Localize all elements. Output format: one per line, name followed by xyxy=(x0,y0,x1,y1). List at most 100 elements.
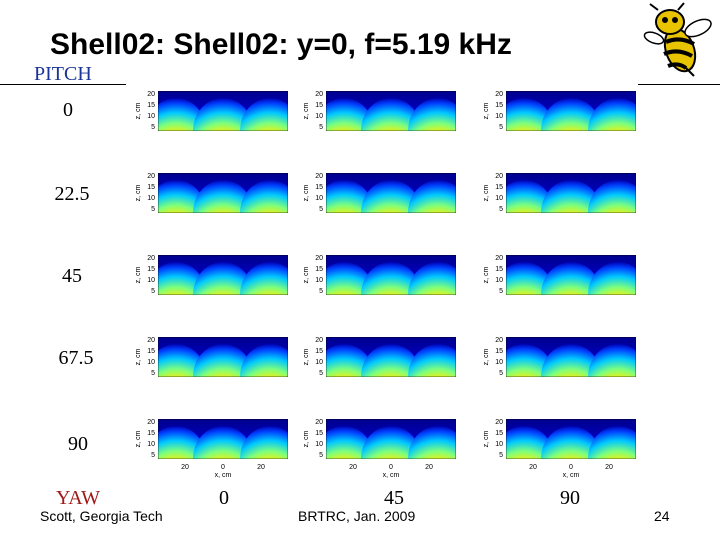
x-tick-label: 0 xyxy=(389,464,393,471)
y-tick-label: 20 xyxy=(315,255,323,262)
x-tick-label: 0 xyxy=(569,464,573,471)
y-tick-label: 5 xyxy=(499,124,503,131)
x-tick-label: 20 xyxy=(349,464,357,471)
y-tick-label: 15 xyxy=(315,266,323,273)
y-tick-label: 5 xyxy=(319,452,323,459)
y-tick-label: 5 xyxy=(151,370,155,377)
heatmap-panel: 20 15 10 5 z, cm 20 0 20 x, cm xyxy=(483,419,636,479)
y-tick-label: 10 xyxy=(315,277,323,284)
y-tick-label: 15 xyxy=(495,184,503,191)
heatmap-panel: 20 15 10 5 z, cm xyxy=(135,337,288,377)
y-tick-label: 10 xyxy=(147,277,155,284)
footer-event: BRTRC, Jan. 2009 xyxy=(298,508,416,524)
y-axis-label: z, cm xyxy=(483,184,490,201)
y-tick-label: 15 xyxy=(315,184,323,191)
y-tick-label: 5 xyxy=(499,452,503,459)
heatmap-panel: 20 15 10 5 z, cm 20 0 20 x, cm xyxy=(135,419,288,479)
heatmap-panel: 20 15 10 5 z, cm xyxy=(303,91,456,131)
yaw-value-2: 90 xyxy=(560,487,580,509)
y-tick-label: 15 xyxy=(495,348,503,355)
y-tick-label: 10 xyxy=(495,359,503,366)
y-tick-label: 15 xyxy=(315,430,323,437)
y-tick-label: 5 xyxy=(499,370,503,377)
y-tick-label: 20 xyxy=(495,419,503,426)
slide-title: Shell02: Shell02: y=0, f=5.19 kHz xyxy=(50,28,512,61)
footer-author: Scott, Georgia Tech xyxy=(40,508,163,524)
heatmap-panel: 20 15 10 5 z, cm xyxy=(483,337,636,377)
y-tick-label: 15 xyxy=(147,266,155,273)
y-tick-label: 5 xyxy=(499,206,503,213)
y-axis-label: z, cm xyxy=(303,348,310,365)
y-tick-label: 20 xyxy=(495,337,503,344)
yaw-value-1: 45 xyxy=(384,487,404,509)
y-tick-label: 15 xyxy=(147,102,155,109)
heatmap-panel: 20 15 10 5 z, cm xyxy=(303,173,456,213)
x-axis-label: x, cm xyxy=(383,472,400,479)
pitch-value-3: 67.5 xyxy=(58,347,94,369)
y-tick-label: 10 xyxy=(147,441,155,448)
x-tick-label: 20 xyxy=(605,464,613,471)
pitch-value-2: 45 xyxy=(62,265,82,287)
y-tick-label: 20 xyxy=(315,173,323,180)
heatmap-panel: 20 15 10 5 z, cm xyxy=(135,255,288,295)
y-axis-label: z, cm xyxy=(483,266,490,283)
y-tick-label: 15 xyxy=(495,266,503,273)
y-axis-label: z, cm xyxy=(135,348,142,365)
y-tick-label: 5 xyxy=(499,288,503,295)
y-tick-label: 5 xyxy=(151,206,155,213)
title-rule-right xyxy=(638,84,720,85)
x-tick-label: 20 xyxy=(529,464,537,471)
y-tick-label: 10 xyxy=(495,277,503,284)
y-axis-label: z, cm xyxy=(483,102,490,119)
y-axis-label: z, cm xyxy=(303,102,310,119)
y-tick-label: 10 xyxy=(495,195,503,202)
y-tick-label: 5 xyxy=(319,206,323,213)
y-tick-label: 5 xyxy=(151,288,155,295)
y-axis-label: z, cm xyxy=(303,430,310,447)
x-axis-label: x, cm xyxy=(215,472,232,479)
yaw-value-0: 0 xyxy=(219,487,229,509)
y-axis-label: z, cm xyxy=(135,184,142,201)
y-tick-label: 5 xyxy=(319,288,323,295)
y-tick-label: 10 xyxy=(315,359,323,366)
y-tick-label: 20 xyxy=(147,91,155,98)
heatmap-panel: 20 15 10 5 z, cm xyxy=(303,337,456,377)
y-tick-label: 20 xyxy=(315,419,323,426)
y-tick-label: 20 xyxy=(495,255,503,262)
footer-page-number: 24 xyxy=(654,508,670,524)
y-tick-label: 15 xyxy=(315,348,323,355)
y-tick-label: 10 xyxy=(315,113,323,120)
y-tick-label: 5 xyxy=(151,452,155,459)
x-tick-label: 0 xyxy=(221,464,225,471)
y-tick-label: 5 xyxy=(319,370,323,377)
pitch-value-0: 0 xyxy=(63,99,73,121)
heatmap-panel: 20 15 10 5 z, cm 20 0 20 x, cm xyxy=(303,419,456,479)
y-tick-label: 10 xyxy=(147,113,155,120)
y-tick-label: 15 xyxy=(495,102,503,109)
y-tick-label: 20 xyxy=(315,91,323,98)
y-tick-label: 10 xyxy=(495,441,503,448)
x-tick-label: 20 xyxy=(257,464,265,471)
heatmap-panel: 20 15 10 5 z, cm xyxy=(483,91,636,131)
y-tick-label: 10 xyxy=(147,195,155,202)
y-axis-label: z, cm xyxy=(135,102,142,119)
y-tick-label: 15 xyxy=(147,430,155,437)
pitch-value-4: 90 xyxy=(68,433,88,455)
y-tick-label: 15 xyxy=(147,348,155,355)
y-axis-label: z, cm xyxy=(483,348,490,365)
heatmap-panel: 20 15 10 5 z, cm xyxy=(135,91,288,131)
y-tick-label: 20 xyxy=(147,337,155,344)
pitch-value-1: 22.5 xyxy=(54,183,90,205)
yaw-label: YAW xyxy=(56,487,100,509)
y-tick-label: 20 xyxy=(495,91,503,98)
heatmap-panel: 20 15 10 5 z, cm xyxy=(303,255,456,295)
x-tick-label: 20 xyxy=(181,464,189,471)
y-axis-label: z, cm xyxy=(483,430,490,447)
y-tick-label: 20 xyxy=(315,337,323,344)
yellow-jacket-mascot-icon xyxy=(640,2,716,83)
title-rule-left xyxy=(0,84,126,85)
y-tick-label: 10 xyxy=(315,195,323,202)
y-axis-label: z, cm xyxy=(135,430,142,447)
